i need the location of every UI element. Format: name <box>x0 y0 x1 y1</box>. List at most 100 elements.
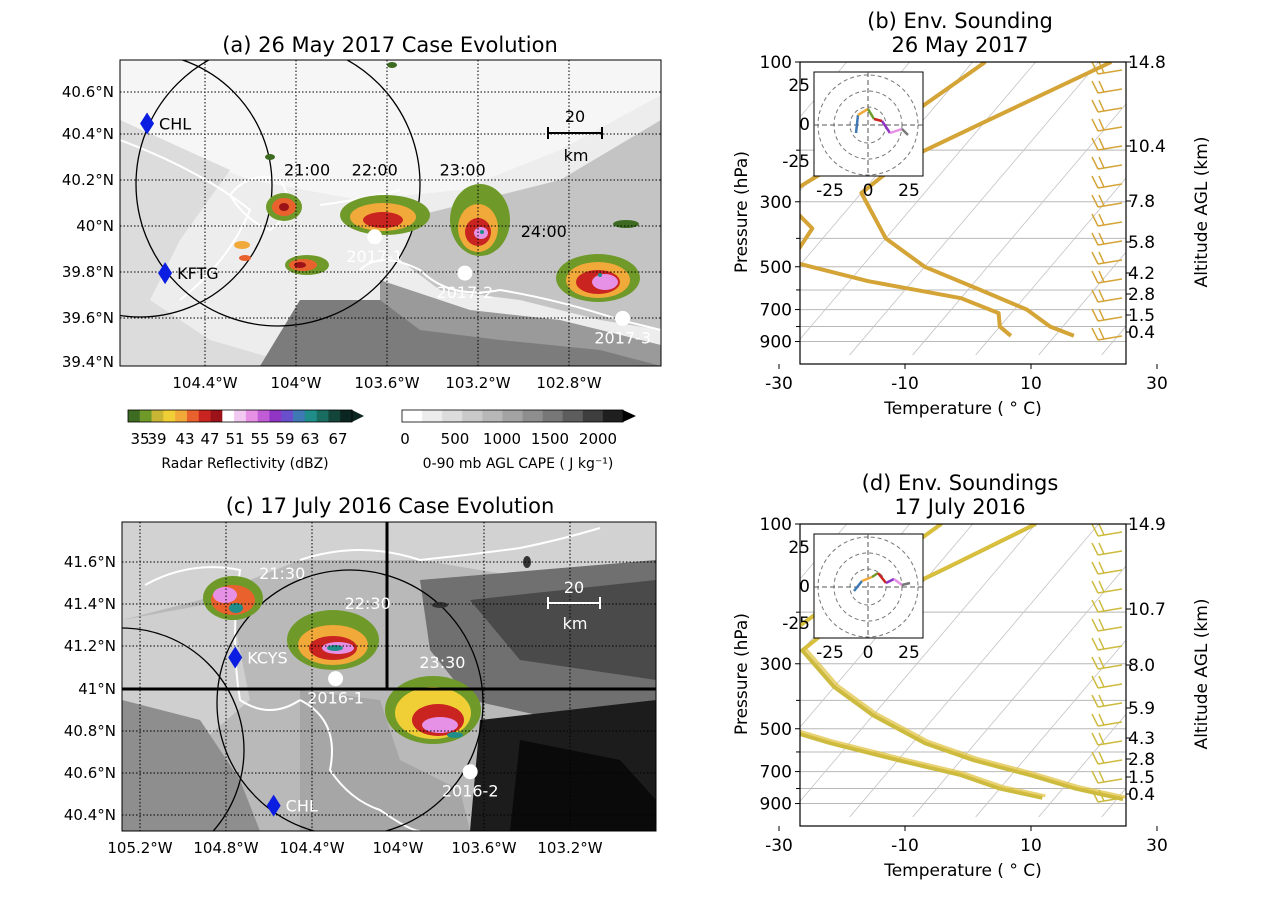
hodograph-trace-segment <box>880 120 892 134</box>
lat-tick-label: 40.6°N <box>64 764 116 782</box>
panel-a-storm-cells <box>234 62 640 302</box>
wind-barb <box>1097 240 1123 246</box>
hodograph-y-tick-label: 25 <box>788 76 810 96</box>
wind-barb <box>1097 626 1123 632</box>
wind-barb-flag <box>1098 675 1105 688</box>
wind-barb-flag <box>1098 637 1105 650</box>
lat-tick-label: 40°N <box>76 217 114 235</box>
alt-tick-label: 1.5 <box>1128 306 1155 326</box>
wind-barb-flag <box>1091 580 1099 594</box>
wind-barb-flag <box>1098 175 1105 188</box>
hodograph-trace-segment <box>893 578 903 586</box>
colorbar-swatch <box>234 410 247 422</box>
wind-barb-flag <box>1098 327 1105 340</box>
lat-tick-label: 39.4°N <box>62 353 114 371</box>
colorbar-tick-label: 63 <box>300 430 319 448</box>
wind-barb <box>1097 588 1123 594</box>
skewt-frame <box>799 523 1127 827</box>
colorbar-tick-label: 1500 <box>531 430 569 448</box>
wind-barb <box>1097 316 1123 322</box>
isotherm-line <box>800 62 974 266</box>
wind-barb-flag <box>1091 289 1099 303</box>
wind-barb-flag <box>1091 251 1099 265</box>
hodograph-x-tick-label: 0 <box>863 643 874 663</box>
wind-barb-flag <box>1091 618 1099 632</box>
colorbar-swatch <box>163 410 176 422</box>
skewt-title-line2: 26 May 2017 <box>892 33 1029 57</box>
wind-barb-flag <box>1091 789 1099 803</box>
panel-c-cape-field <box>122 522 656 831</box>
x-tick-label: -30 <box>765 836 793 856</box>
wind-barb <box>1097 797 1123 803</box>
wind-barb-flag <box>1098 561 1105 574</box>
x-tick-label: -30 <box>765 374 793 394</box>
wind-barb-flag <box>1098 80 1105 93</box>
wind-barb <box>1097 664 1123 670</box>
wind-barb-flag <box>1098 137 1105 150</box>
alt-tick-label: 4.2 <box>1128 264 1155 284</box>
alt-tick-label: 2.8 <box>1128 285 1155 305</box>
wind-barb <box>1097 531 1123 537</box>
y2-axis-label: Altitude AGL (km) <box>1192 599 1212 750</box>
alt-tick-label: 1.5 <box>1128 768 1155 788</box>
colorbar-swatch <box>482 410 503 422</box>
wind-barb <box>1097 202 1123 208</box>
isotherm-line <box>1101 787 1126 818</box>
lon-tick-label: 103.2°W <box>537 839 602 857</box>
sounding-site-label: 2017-3 <box>594 328 651 347</box>
colorbar-swatch <box>422 410 443 422</box>
colorbar-swatch <box>502 410 523 422</box>
sounding-site-label: 2017-2 <box>437 283 494 302</box>
wind-barb-flag <box>1091 561 1099 575</box>
hodograph-inset: -25 -25 0 0 25 25 <box>782 71 924 201</box>
colorbar-swatch <box>151 410 164 422</box>
lon-tick-label: 103.2°W <box>445 374 510 392</box>
colorbar-swatch <box>522 410 543 422</box>
alt-tick-label: 0.4 <box>1128 785 1155 805</box>
sounding-site-marker <box>457 265 473 281</box>
time-label: 22:00 <box>352 161 398 180</box>
wind-barb-flag <box>1098 694 1105 707</box>
wind-barb-flag <box>1098 289 1105 302</box>
lon-tick-label: 104.8°W <box>193 839 258 857</box>
alt-tick-label: 14.8 <box>1128 53 1166 73</box>
panel-a-scale-unit: km <box>564 146 589 165</box>
colorbar-tick-label: 1000 <box>483 430 521 448</box>
colorbar-swatch <box>269 410 282 422</box>
wind-barb-flag <box>1098 580 1105 593</box>
wind-barb-flag <box>1098 789 1105 802</box>
panel-c-markers: 21:30 22:30 23:30 KCYS CHL 2016-1 2016-2 <box>228 564 499 817</box>
wind-barb-flag <box>1098 599 1105 612</box>
wind-barb-flag <box>1098 232 1105 245</box>
isotherm-line <box>800 62 1037 340</box>
wind-barb <box>1097 721 1123 727</box>
isotherm-line <box>800 62 848 118</box>
colorbar-swatch <box>175 410 188 422</box>
panel-a-gridlines <box>120 60 661 366</box>
wind-barb-flag <box>1091 80 1099 94</box>
wind-barb-flag <box>1091 175 1099 189</box>
radar-marker <box>158 262 173 285</box>
x-tick-label: 10 <box>1020 374 1042 394</box>
wind-barb <box>1097 550 1123 556</box>
y-tick-label: 100 <box>760 515 792 535</box>
sounding-dewpoint-line <box>800 524 1043 800</box>
wind-barb <box>1097 740 1123 746</box>
wind-barb-flag <box>1098 270 1105 283</box>
wind-barb-flag <box>1091 542 1099 556</box>
colorbar-swatch <box>542 410 564 422</box>
wind-barb-flag <box>1098 770 1105 783</box>
y-axis-label: Pressure (hPa) <box>732 151 752 273</box>
sounding-temperature-line <box>859 62 1113 338</box>
hodograph-trace-segment <box>854 114 860 134</box>
x-tick-label: 10 <box>1020 836 1042 856</box>
panel-c-storm-cells <box>203 556 531 744</box>
wind-barb-flag <box>1091 732 1099 746</box>
panel-c-frame <box>121 521 657 832</box>
wind-barb-flag <box>1091 61 1099 75</box>
y-tick-label: 700 <box>760 763 792 783</box>
lat-tick-label: 40.4°N <box>64 806 116 824</box>
colorbar-tick-label: 47 <box>200 430 219 448</box>
colorbar-swatch <box>222 410 235 422</box>
